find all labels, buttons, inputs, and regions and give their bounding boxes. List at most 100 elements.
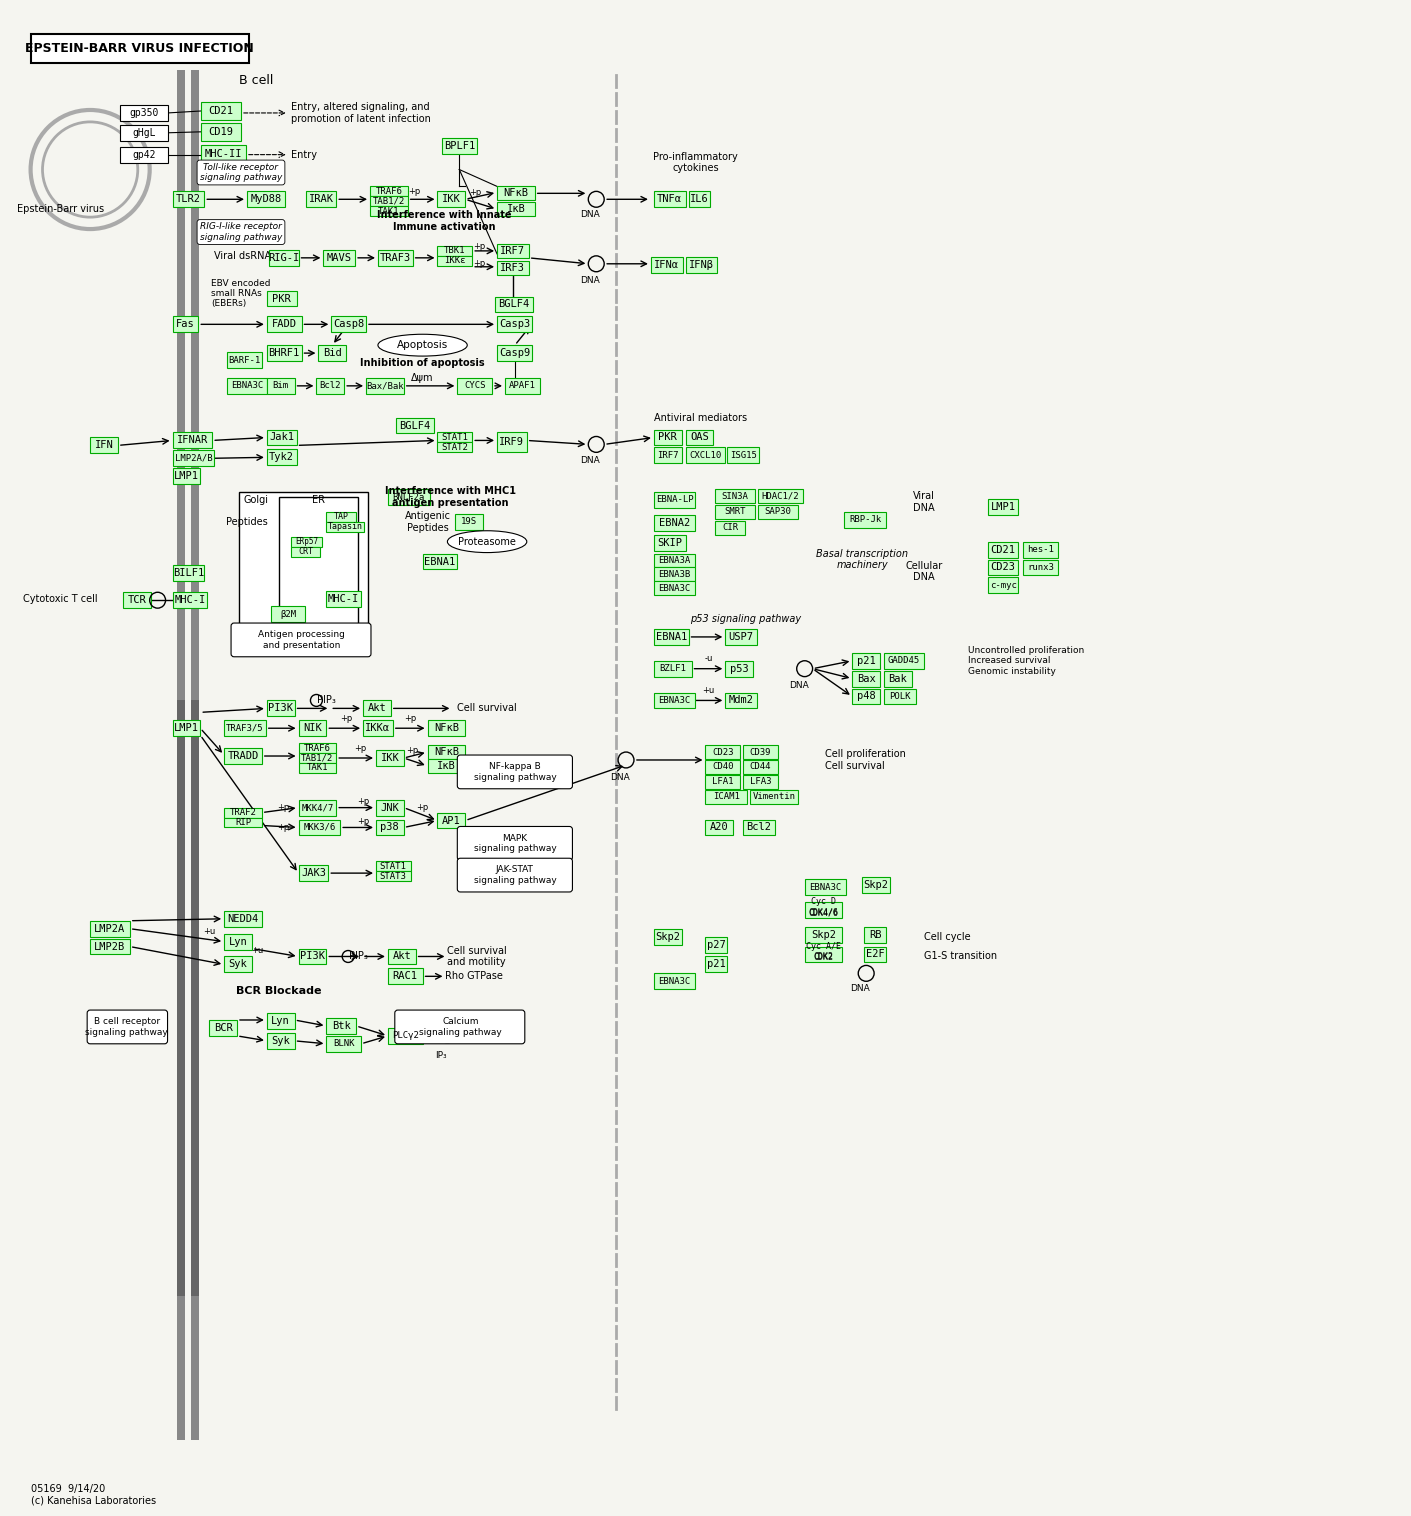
FancyBboxPatch shape [715, 522, 745, 535]
Text: RB: RB [869, 929, 882, 940]
FancyBboxPatch shape [326, 1019, 356, 1034]
Text: TRAF6: TRAF6 [375, 186, 402, 196]
Text: DNA: DNA [610, 773, 629, 782]
Text: Akt: Akt [392, 952, 411, 961]
Text: +p: +p [473, 259, 485, 268]
FancyBboxPatch shape [706, 775, 741, 788]
Text: +p: +p [406, 746, 419, 755]
FancyBboxPatch shape [291, 537, 322, 547]
FancyBboxPatch shape [378, 250, 412, 265]
Ellipse shape [378, 334, 467, 356]
FancyBboxPatch shape [457, 755, 573, 788]
Text: DNA: DNA [851, 984, 871, 993]
FancyBboxPatch shape [172, 720, 200, 737]
Text: +p: +p [468, 188, 481, 197]
FancyBboxPatch shape [31, 33, 248, 64]
FancyBboxPatch shape [227, 377, 267, 394]
Text: Casp9: Casp9 [498, 349, 531, 358]
FancyBboxPatch shape [686, 256, 717, 273]
FancyBboxPatch shape [123, 593, 151, 608]
FancyBboxPatch shape [706, 957, 727, 972]
Text: Bim: Bim [272, 382, 289, 390]
Text: Toll-like receptor
signaling pathway: Toll-like receptor signaling pathway [200, 162, 282, 182]
FancyBboxPatch shape [120, 105, 168, 121]
Text: +p: +p [340, 714, 353, 723]
FancyBboxPatch shape [744, 820, 775, 835]
Text: BZLF1: BZLF1 [659, 664, 686, 673]
Text: STAT1: STAT1 [380, 861, 406, 870]
Text: BCR: BCR [213, 1023, 233, 1032]
Text: CD19: CD19 [209, 127, 234, 136]
FancyBboxPatch shape [299, 763, 336, 773]
Text: TAB1/2: TAB1/2 [373, 197, 405, 206]
Text: β2M: β2M [279, 609, 296, 619]
FancyBboxPatch shape [375, 799, 404, 816]
Text: LMP2A/B: LMP2A/B [175, 453, 212, 462]
FancyBboxPatch shape [299, 799, 336, 816]
Text: PLCγ2: PLCγ2 [392, 1031, 419, 1040]
FancyBboxPatch shape [744, 760, 777, 773]
FancyBboxPatch shape [388, 1028, 422, 1045]
Text: SMRT: SMRT [724, 508, 746, 517]
Text: Viral dsRNA: Viral dsRNA [214, 250, 271, 261]
FancyBboxPatch shape [653, 929, 682, 944]
Text: EBNA-LP: EBNA-LP [656, 496, 693, 505]
Ellipse shape [447, 531, 526, 552]
Bar [178, 70, 185, 1440]
FancyBboxPatch shape [653, 581, 696, 596]
Text: Δψm: Δψm [412, 373, 433, 384]
Text: ER: ER [312, 496, 325, 505]
FancyBboxPatch shape [497, 346, 532, 361]
Text: HDAC1/2: HDAC1/2 [762, 491, 799, 500]
Text: c-myc: c-myc [989, 581, 1016, 590]
Text: Casp8: Casp8 [333, 320, 364, 329]
Text: Inhibition of apoptosis: Inhibition of apoptosis [360, 358, 485, 368]
FancyBboxPatch shape [653, 493, 696, 508]
FancyBboxPatch shape [706, 790, 746, 803]
Text: PIP₃: PIP₃ [317, 696, 336, 705]
Text: p21: p21 [707, 960, 725, 969]
Text: B cell receptor
signaling pathway: B cell receptor signaling pathway [86, 1017, 168, 1037]
Text: TRADD: TRADD [227, 750, 258, 761]
FancyBboxPatch shape [375, 872, 411, 881]
FancyBboxPatch shape [227, 352, 262, 368]
Text: Cell survival
and motility: Cell survival and motility [447, 946, 507, 967]
Text: +p: +p [416, 803, 429, 813]
FancyBboxPatch shape [653, 693, 696, 708]
Text: MHC-II: MHC-II [205, 149, 243, 159]
FancyBboxPatch shape [988, 499, 1017, 515]
FancyBboxPatch shape [844, 512, 886, 528]
Text: EBNA3C: EBNA3C [810, 882, 841, 891]
FancyBboxPatch shape [238, 493, 368, 631]
Text: Ca²⁺: Ca²⁺ [476, 1031, 498, 1041]
Text: Skp2: Skp2 [655, 932, 680, 941]
Text: EBNA3B: EBNA3B [659, 570, 691, 579]
Text: Jak1: Jak1 [270, 432, 293, 443]
Text: NFκB: NFκB [435, 747, 459, 756]
Text: IFNα: IFNα [655, 259, 679, 270]
Text: Skp2: Skp2 [864, 879, 889, 890]
FancyBboxPatch shape [457, 826, 573, 860]
Text: IRF3: IRF3 [501, 262, 525, 273]
Text: EBNA1: EBNA1 [425, 556, 456, 567]
Text: E2F: E2F [866, 949, 885, 960]
Text: TNFα: TNFα [658, 194, 682, 205]
Text: Apoptosis: Apoptosis [396, 340, 449, 350]
Text: Entry: Entry [291, 150, 316, 159]
Text: LFA1: LFA1 [713, 778, 734, 787]
FancyBboxPatch shape [457, 377, 492, 394]
FancyBboxPatch shape [497, 432, 526, 452]
Text: JAK-STAT
signaling pathway: JAK-STAT signaling pathway [474, 866, 556, 885]
FancyBboxPatch shape [885, 653, 924, 669]
Text: CD21: CD21 [991, 544, 1016, 555]
Text: Golgi: Golgi [243, 496, 268, 505]
FancyBboxPatch shape [497, 244, 529, 258]
FancyBboxPatch shape [1023, 541, 1058, 558]
Text: Btk: Btk [332, 1020, 350, 1031]
FancyBboxPatch shape [326, 512, 356, 522]
FancyBboxPatch shape [172, 565, 205, 581]
Text: Rho GTPase: Rho GTPase [446, 972, 504, 981]
Text: DNA: DNA [580, 209, 600, 218]
FancyBboxPatch shape [299, 743, 336, 753]
Text: Uncontrolled proliferation
Increased survival
Genomic instability: Uncontrolled proliferation Increased sur… [968, 646, 1085, 676]
